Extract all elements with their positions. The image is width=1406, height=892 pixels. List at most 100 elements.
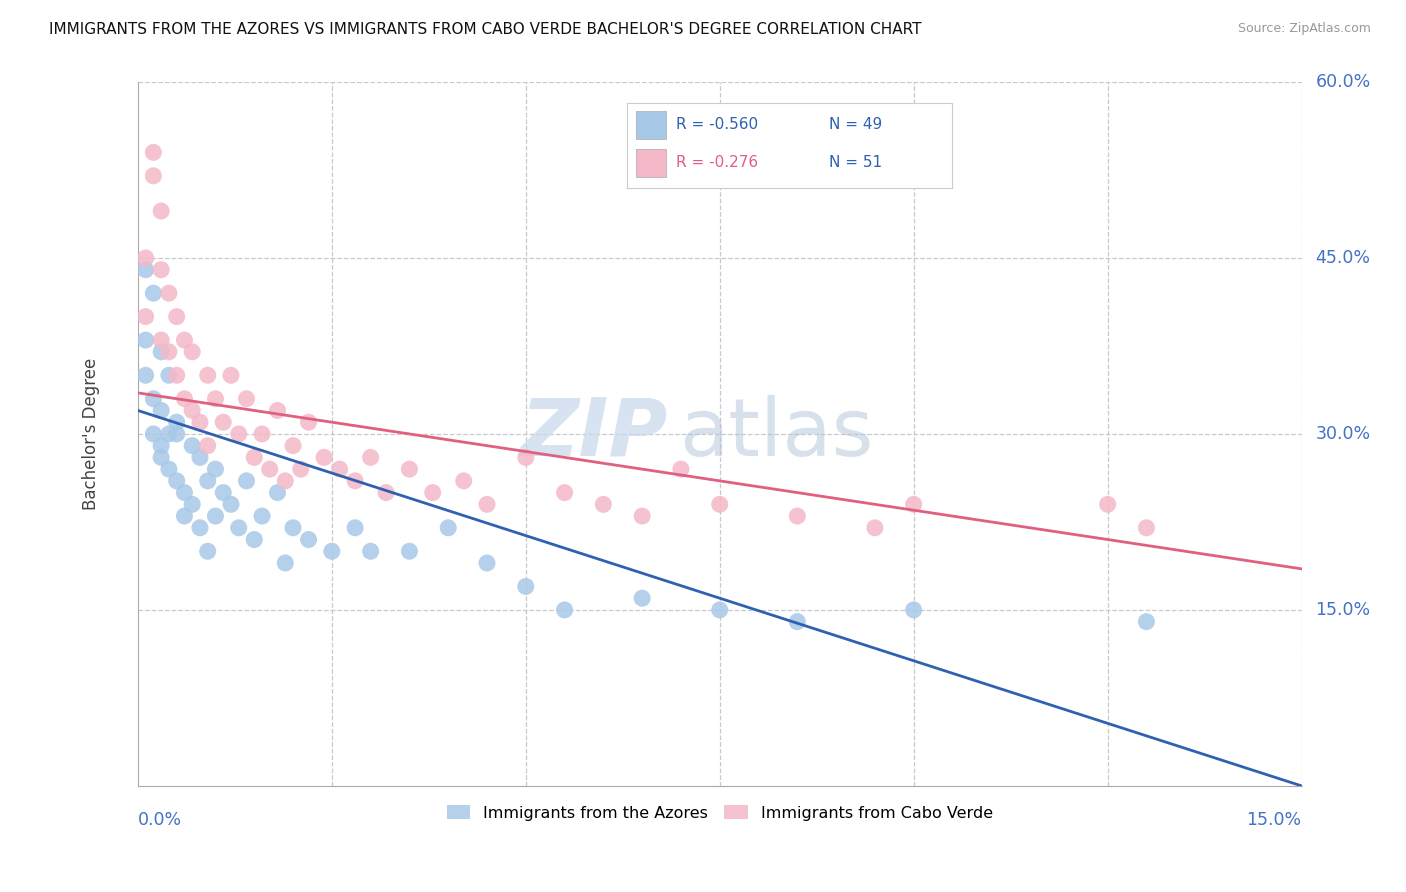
Immigrants from Cabo Verde (344, 474, 367, 488)
Text: Source: ZipAtlas.com: Source: ZipAtlas.com (1237, 22, 1371, 36)
Text: 30.0%: 30.0% (1316, 425, 1371, 443)
Immigrants from Cabo Verde (709, 497, 731, 511)
Immigrants from Cabo Verde (243, 450, 266, 465)
Text: 15.0%: 15.0% (1247, 811, 1302, 829)
Immigrants from Cabo Verde (150, 333, 173, 347)
Immigrants from the Azores (181, 497, 204, 511)
Immigrants from the Azores (709, 603, 731, 617)
Immigrants from Cabo Verde (422, 485, 444, 500)
Immigrants from Cabo Verde (360, 450, 382, 465)
Immigrants from the Azores (437, 521, 460, 535)
Immigrants from Cabo Verde (150, 262, 173, 277)
Immigrants from Cabo Verde (669, 462, 692, 476)
Immigrants from Cabo Verde (135, 251, 157, 265)
Immigrants from Cabo Verde (297, 415, 319, 429)
Immigrants from the Azores (197, 474, 219, 488)
Text: Bachelor's Degree: Bachelor's Degree (83, 358, 100, 510)
Immigrants from Cabo Verde (1135, 521, 1157, 535)
Immigrants from Cabo Verde (166, 368, 188, 383)
Text: 60.0%: 60.0% (1316, 73, 1371, 91)
Immigrants from the Azores (135, 333, 157, 347)
Text: IMMIGRANTS FROM THE AZORES VS IMMIGRANTS FROM CABO VERDE BACHELOR'S DEGREE CORRE: IMMIGRANTS FROM THE AZORES VS IMMIGRANTS… (49, 22, 922, 37)
Immigrants from the Azores (150, 450, 173, 465)
Immigrants from the Azores (235, 474, 257, 488)
Immigrants from the Azores (475, 556, 498, 570)
Immigrants from Cabo Verde (188, 415, 211, 429)
Immigrants from Cabo Verde (592, 497, 614, 511)
Immigrants from Cabo Verde (398, 462, 420, 476)
Legend: Immigrants from the Azores, Immigrants from Cabo Verde: Immigrants from the Azores, Immigrants f… (440, 799, 1000, 827)
Immigrants from Cabo Verde (219, 368, 242, 383)
Immigrants from the Azores (212, 485, 235, 500)
Immigrants from the Azores (398, 544, 420, 558)
Immigrants from the Azores (281, 521, 304, 535)
Immigrants from Cabo Verde (786, 509, 808, 524)
Immigrants from Cabo Verde (142, 145, 165, 160)
Text: atlas: atlas (679, 395, 873, 473)
Immigrants from the Azores (135, 368, 157, 383)
Immigrants from the Azores (142, 426, 165, 441)
Immigrants from the Azores (135, 262, 157, 277)
Immigrants from Cabo Verde (863, 521, 886, 535)
Immigrants from the Azores (360, 544, 382, 558)
Immigrants from the Azores (631, 591, 654, 606)
Immigrants from the Azores (274, 556, 297, 570)
Immigrants from the Azores (188, 450, 211, 465)
Immigrants from the Azores (197, 544, 219, 558)
Immigrants from Cabo Verde (259, 462, 281, 476)
Immigrants from Cabo Verde (235, 392, 257, 406)
Immigrants from Cabo Verde (157, 344, 180, 359)
Immigrants from Cabo Verde (197, 439, 219, 453)
Immigrants from the Azores (344, 521, 367, 535)
Immigrants from Cabo Verde (631, 509, 654, 524)
Immigrants from Cabo Verde (204, 392, 226, 406)
Immigrants from Cabo Verde (173, 392, 195, 406)
Immigrants from the Azores (150, 344, 173, 359)
Immigrants from Cabo Verde (281, 439, 304, 453)
Immigrants from the Azores (228, 521, 250, 535)
Immigrants from the Azores (157, 368, 180, 383)
Immigrants from the Azores (150, 439, 173, 453)
Immigrants from Cabo Verde (150, 204, 173, 219)
Immigrants from the Azores (219, 497, 242, 511)
Immigrants from Cabo Verde (197, 368, 219, 383)
Text: 0.0%: 0.0% (138, 811, 181, 829)
Immigrants from Cabo Verde (173, 333, 195, 347)
Immigrants from Cabo Verde (181, 403, 204, 417)
Immigrants from the Azores (297, 533, 319, 547)
Immigrants from the Azores (166, 415, 188, 429)
Immigrants from Cabo Verde (212, 415, 235, 429)
Immigrants from the Azores (204, 462, 226, 476)
Immigrants from the Azores (142, 286, 165, 301)
Immigrants from the Azores (243, 533, 266, 547)
Immigrants from Cabo Verde (290, 462, 312, 476)
Immigrants from Cabo Verde (1097, 497, 1119, 511)
Immigrants from Cabo Verde (250, 426, 273, 441)
Immigrants from the Azores (1135, 615, 1157, 629)
Immigrants from the Azores (554, 603, 576, 617)
Immigrants from the Azores (166, 426, 188, 441)
Immigrants from Cabo Verde (266, 403, 288, 417)
Immigrants from Cabo Verde (475, 497, 498, 511)
Text: 45.0%: 45.0% (1316, 249, 1371, 267)
Immigrants from the Azores (515, 579, 537, 593)
Immigrants from the Azores (142, 392, 165, 406)
Immigrants from the Azores (173, 485, 195, 500)
Immigrants from the Azores (903, 603, 925, 617)
Immigrants from Cabo Verde (515, 450, 537, 465)
Immigrants from Cabo Verde (181, 344, 204, 359)
Immigrants from the Azores (157, 462, 180, 476)
Immigrants from the Azores (188, 521, 211, 535)
Immigrants from Cabo Verde (554, 485, 576, 500)
Immigrants from the Azores (181, 439, 204, 453)
Immigrants from the Azores (204, 509, 226, 524)
Immigrants from the Azores (786, 615, 808, 629)
Text: ZIP: ZIP (520, 395, 668, 473)
Immigrants from Cabo Verde (157, 286, 180, 301)
Immigrants from the Azores (250, 509, 273, 524)
Immigrants from Cabo Verde (453, 474, 475, 488)
Immigrants from Cabo Verde (903, 497, 925, 511)
Immigrants from Cabo Verde (329, 462, 352, 476)
Immigrants from Cabo Verde (142, 169, 165, 183)
Immigrants from Cabo Verde (274, 474, 297, 488)
